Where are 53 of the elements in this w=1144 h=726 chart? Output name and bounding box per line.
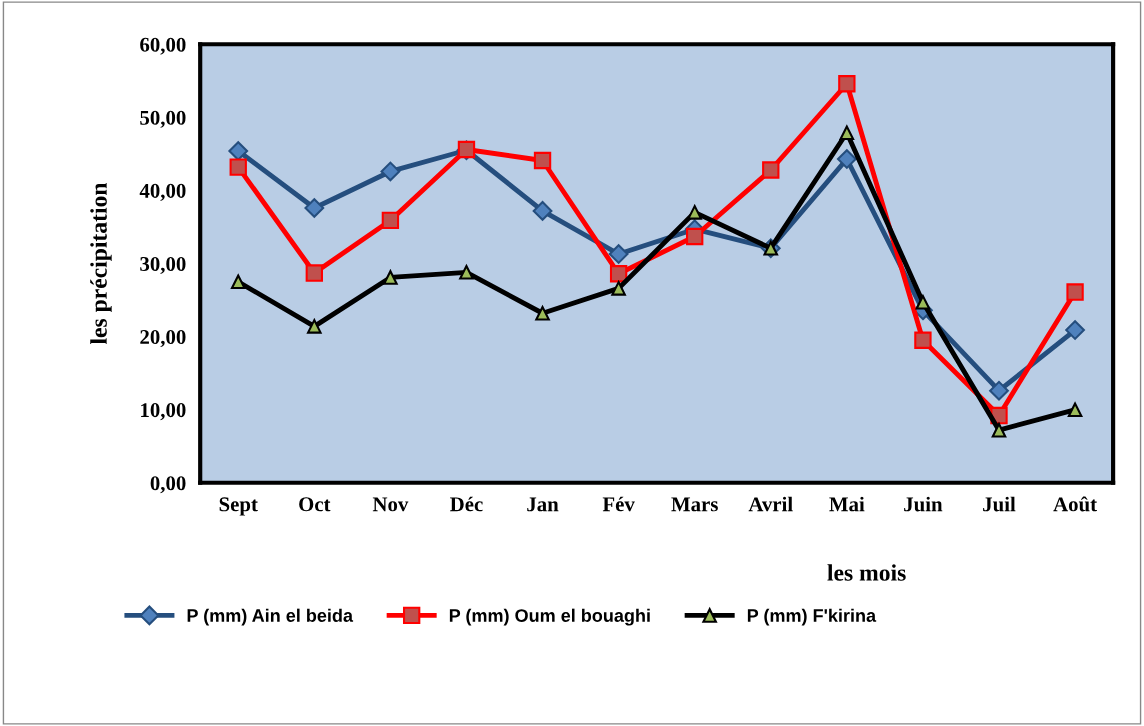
point bbox=[228, 141, 249, 161]
point bbox=[989, 380, 1009, 401]
point bbox=[532, 201, 553, 221]
point bbox=[533, 151, 552, 170]
point bbox=[1067, 402, 1083, 417]
y-tick-label: 0,00 bbox=[150, 476, 186, 494]
y-tick-label: 50,00 bbox=[140, 110, 186, 128]
point bbox=[686, 227, 704, 246]
x-tick-label: Nov bbox=[372, 497, 409, 512]
y-axis-title: les précipitation bbox=[90, 182, 112, 345]
point bbox=[381, 211, 400, 230]
x-axis-title: les mois bbox=[827, 564, 906, 581]
point bbox=[687, 205, 702, 220]
point bbox=[459, 265, 474, 280]
legend-label: P (mm) Ain el beida bbox=[187, 608, 354, 626]
x-tick-label: Oct bbox=[299, 497, 331, 512]
point bbox=[608, 244, 629, 264]
x-tick-label: Fév bbox=[602, 496, 635, 512]
point bbox=[304, 198, 325, 218]
y-tick-label: 10,00 bbox=[141, 403, 186, 421]
y-tick-label: 30,00 bbox=[140, 256, 186, 274]
x-tick-label: Mars bbox=[671, 497, 718, 512]
y-tick-label: 20,00 bbox=[140, 330, 186, 348]
point bbox=[230, 274, 246, 290]
y-tick-label: 40,00 bbox=[139, 183, 186, 201]
point bbox=[305, 264, 323, 282]
point bbox=[762, 161, 780, 179]
y-tick-label: 60,00 bbox=[140, 37, 186, 55]
point bbox=[839, 125, 855, 141]
point bbox=[611, 281, 626, 296]
point bbox=[380, 161, 401, 182]
point bbox=[838, 75, 856, 93]
point bbox=[229, 158, 247, 176]
x-tick-label: Sept bbox=[219, 497, 258, 516]
point bbox=[914, 331, 932, 349]
point bbox=[307, 319, 322, 334]
point bbox=[383, 270, 398, 285]
point bbox=[535, 305, 550, 321]
legend-label: P (mm) F'kirina bbox=[747, 608, 877, 626]
x-tick-label: Juil bbox=[983, 496, 1016, 512]
x-tick-label: Mai bbox=[829, 496, 865, 512]
point bbox=[609, 265, 628, 283]
point bbox=[915, 294, 931, 310]
point bbox=[1065, 320, 1085, 340]
point bbox=[836, 149, 857, 169]
legend-label: P (mm) Oum el bouaghi bbox=[449, 608, 650, 626]
x-tick-label: Août bbox=[1053, 496, 1097, 512]
x-tick-label: Jan bbox=[527, 497, 559, 512]
x-tick-label: Avril bbox=[748, 496, 793, 512]
x-tick-label: Juin bbox=[904, 496, 943, 512]
x-tick-label: Déc bbox=[450, 496, 483, 512]
point bbox=[991, 422, 1007, 438]
point bbox=[1066, 283, 1084, 301]
